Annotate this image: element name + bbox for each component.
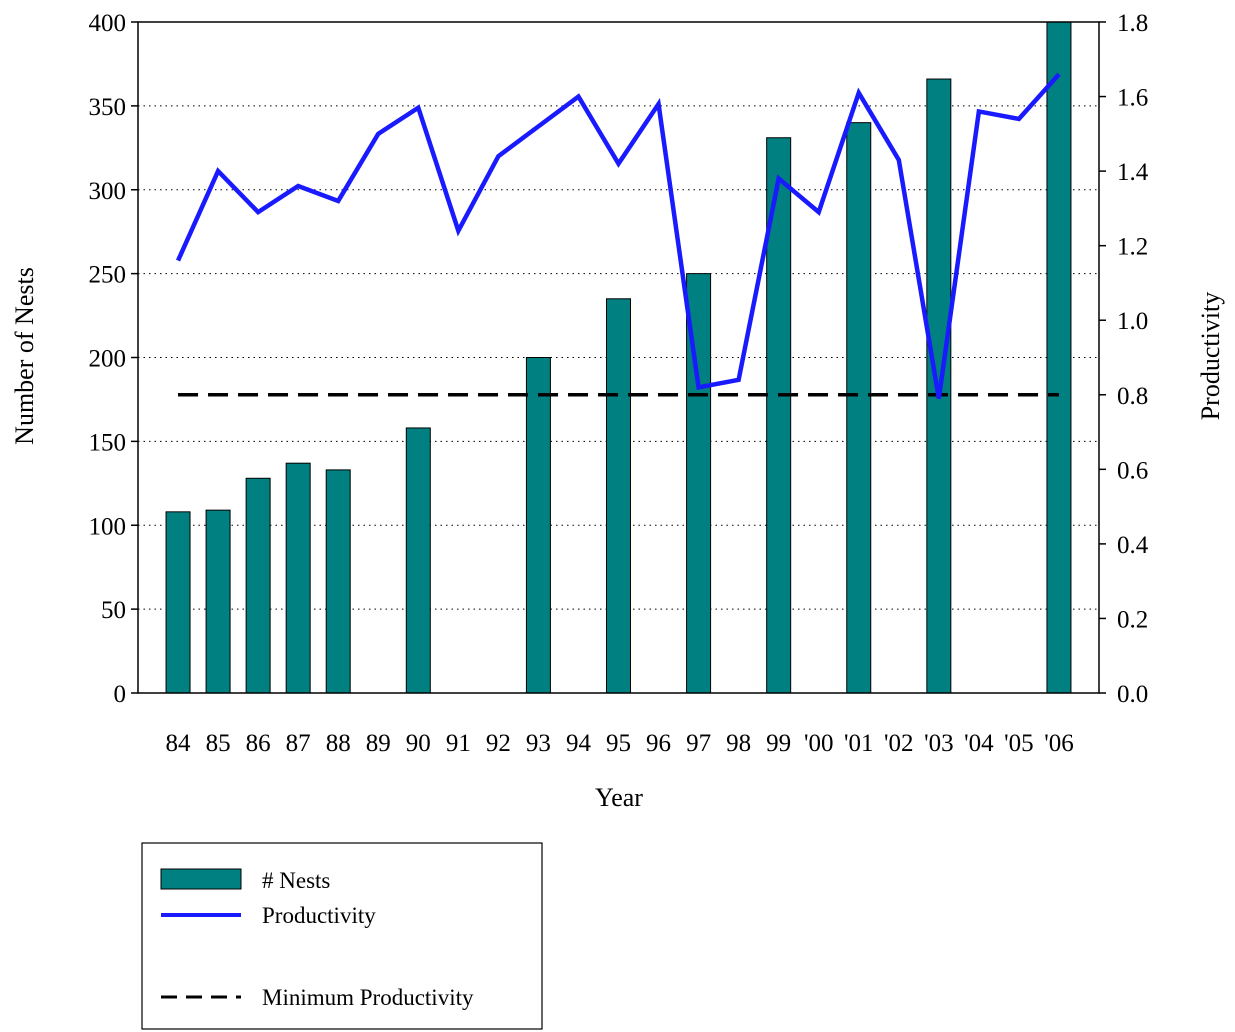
y-tick-label: 350	[89, 94, 127, 121]
y2-tick-label: 0.8	[1117, 383, 1148, 410]
x-tick-label: 84	[166, 730, 192, 757]
bar-nests-84	[165, 511, 191, 694]
x-tick-label: 96	[646, 730, 671, 757]
legend-label-productivity: Productivity	[262, 903, 376, 928]
bar-nests-95	[606, 298, 631, 694]
y2-tick-label: 0.2	[1117, 606, 1148, 633]
x-tick-label: 87	[286, 730, 311, 757]
x-tick-label: 95	[606, 730, 631, 757]
x-tick-label: '04	[964, 730, 994, 757]
y2-tick-label: 0.0	[1117, 681, 1148, 708]
y2-tick-label: 0.6	[1117, 457, 1148, 484]
y-tick-label: 100	[89, 513, 127, 540]
y2-tick-label: 0.4	[1117, 532, 1149, 559]
x-tick-label: 85	[206, 730, 231, 757]
x-tick-label: 98	[726, 730, 751, 757]
bar-series-nests	[165, 21, 1072, 694]
y-tick-label: 0	[114, 681, 127, 708]
y2-axis-title: Productivity	[1196, 292, 1225, 421]
x-axis-title: Year	[595, 783, 643, 812]
x-tick-label: '03	[924, 730, 954, 757]
bar-nests-88	[325, 469, 351, 694]
x-tick-label: '05	[1004, 730, 1034, 757]
legend-label-minimum-productivity: Minimum Productivity	[262, 985, 474, 1010]
y-tick-label: 150	[89, 429, 127, 456]
x-tick-label: 90	[406, 730, 431, 757]
x-tick-label: '01	[844, 730, 874, 757]
bar-nests-86	[245, 477, 271, 694]
x-tick-label: 97	[686, 730, 711, 757]
x-tick-label: '06	[1044, 730, 1074, 757]
x-tick-label: 88	[326, 730, 351, 757]
x-tick-label: 92	[486, 730, 511, 757]
y-tick-label: 50	[101, 597, 126, 624]
bar-nests-90	[405, 427, 431, 694]
x-tick-label: 91	[446, 730, 471, 757]
axis-ticks: 0 50 100 150 200 250 300 350 400 0.0 0.2 0.4 0.6 0.8 1…	[89, 10, 1149, 757]
y-tick-label: 250	[89, 262, 127, 289]
x-tick-label: 99	[766, 730, 791, 757]
y2-tick-label: 1.2	[1117, 234, 1148, 261]
y2-tick-label: 1.8	[1117, 10, 1148, 37]
x-tick-label: 86	[246, 730, 271, 757]
y2-tick-label: 1.6	[1117, 85, 1148, 112]
bar-nests-87	[285, 462, 311, 694]
legend-label-nests: # Nests	[262, 868, 330, 893]
bar-nests-06	[1046, 21, 1072, 694]
x-tick-label: '00	[804, 730, 834, 757]
bar-nests-97	[686, 273, 712, 694]
x-tick-label: '02	[884, 730, 914, 757]
line-productivity	[175, 72, 1061, 399]
y2-tick-label: 1.0	[1117, 308, 1148, 335]
x-tick-label: 94	[566, 730, 592, 757]
bar-nests-93	[525, 357, 551, 694]
bar-nests-85	[205, 509, 231, 694]
legend: # Nests Productivity Minimum Productivit…	[141, 842, 543, 1030]
y-axis-title: Number of Nests	[10, 267, 39, 445]
y-tick-label: 300	[89, 178, 127, 205]
line-series	[175, 72, 1061, 399]
y2-tick-label: 1.4	[1117, 159, 1149, 186]
bar-nests-01	[846, 122, 872, 694]
y-tick-label: 400	[89, 10, 127, 37]
x-tick-label: 93	[526, 730, 551, 757]
x-tick-label: 89	[366, 730, 391, 757]
y-tick-label: 200	[89, 346, 127, 373]
legend-swatch-nests	[160, 868, 242, 890]
